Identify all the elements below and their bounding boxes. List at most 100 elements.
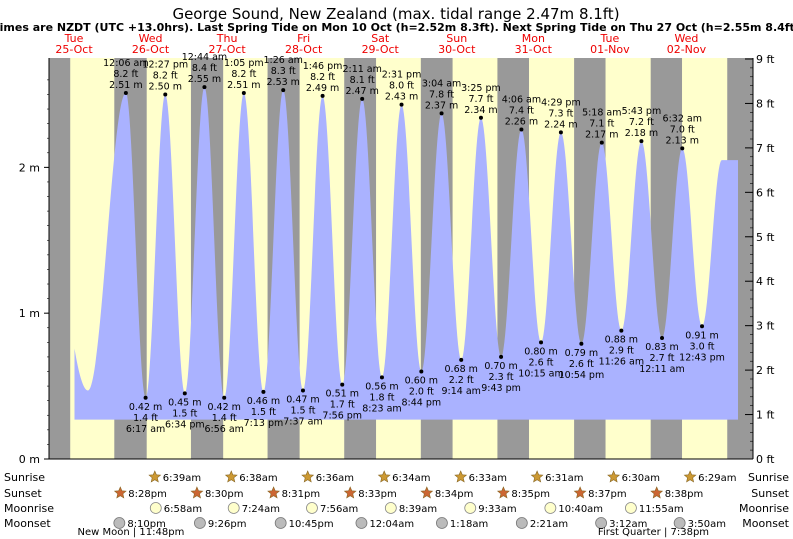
right-tick-label: 5 ft <box>756 231 775 244</box>
high-tide-marker <box>399 102 404 107</box>
moonrise-icon <box>149 502 162 514</box>
moonrise-time: 7:56am <box>320 504 358 515</box>
high-tide-time: 3:25 pm <box>461 83 501 94</box>
right-tick-label: 6 ft <box>756 186 775 199</box>
high-tide-time: 3:04 am <box>422 78 461 89</box>
high-tide-time: 12:27 pm <box>142 59 188 70</box>
high-tide-marker <box>241 90 246 95</box>
low-tide-time: 8:23 am <box>362 403 401 414</box>
sunrise-time: 6:30am <box>622 473 660 484</box>
astro-row-label-right: Sunrise <box>748 471 789 484</box>
high-tide-time: 1:26 am <box>264 55 303 66</box>
sunset-icon <box>267 486 281 499</box>
high-tide-ft: 7.8 ft <box>429 89 454 100</box>
low-tide-time: 8:44 pm <box>402 398 442 409</box>
low-tide-marker <box>143 395 148 400</box>
high-tide-ft: 8.2 ft <box>310 72 335 83</box>
low-tide-time: 10:15 am <box>518 368 563 379</box>
astro-row-label-right: Sunset <box>751 487 789 500</box>
low-tide-marker <box>340 382 345 387</box>
sunset-time: 8:35pm <box>511 489 550 500</box>
moonset-icon <box>194 517 206 529</box>
sunrise-time: 6:38am <box>239 473 277 484</box>
low-tide-m: 0.51 m <box>326 389 359 400</box>
moonrise-icon <box>306 502 318 514</box>
high-tide-m: 2.50 m <box>149 81 182 92</box>
sunrise-icon <box>607 470 621 483</box>
sunrise-icon <box>530 470 544 483</box>
moonrise-time: 8:39am <box>399 504 437 515</box>
sunrise-icon <box>377 470 391 483</box>
date-header: Tue25-OctWed26-OctThu27-OctFri28-OctSat2… <box>55 32 706 56</box>
low-tide-ft: 2.9 ft <box>609 346 634 357</box>
right-tick-label: 4 ft <box>756 275 775 288</box>
low-tide-ft: 2.2 ft <box>449 375 474 386</box>
high-tide-ft: 8.2 ft <box>231 69 256 80</box>
day-date: 29-Oct <box>362 43 400 56</box>
day-date: 25-Oct <box>55 43 93 56</box>
day-name: Sat <box>371 32 390 45</box>
right-tick-label: 2 ft <box>756 364 775 377</box>
high-tide-time: 1:46 pm <box>303 61 343 72</box>
low-tide-time: 6:56 am <box>204 424 243 435</box>
moonset-time: 3:50am <box>688 519 726 530</box>
astro-row-label-left: Moonrise <box>4 502 54 515</box>
day-date: 01-Nov <box>590 43 630 56</box>
high-tide-marker <box>123 90 128 95</box>
astro-row-label-right: Moonset <box>742 517 789 530</box>
low-tide-m: 0.91 m <box>685 330 718 341</box>
moonrise-time: 10:40am <box>558 504 603 515</box>
day-date: 02-Nov <box>667 43 707 56</box>
tide-curve <box>74 87 738 420</box>
right-tick-label: 0 ft <box>756 453 775 466</box>
high-tide-time: 5:43 pm <box>622 106 662 117</box>
sunrise-time: 6:34am <box>392 473 430 484</box>
sunrise-time: 6:36am <box>316 473 354 484</box>
day-name: Fri <box>297 32 310 45</box>
chart-subtitle: Times are NZDT (UTC +13.0hrs). Last Spri… <box>0 21 793 34</box>
high-tide-ft: 7.0 ft <box>670 124 695 135</box>
moonset-time: 10:45pm <box>289 519 334 530</box>
sunset-icon <box>650 486 664 499</box>
high-tide-marker <box>639 139 644 144</box>
low-tide-ft: 2.3 ft <box>489 372 514 383</box>
right-axis-panel <box>738 58 753 459</box>
chart-title: George Sound, New Zealand (max. tidal ra… <box>172 5 619 23</box>
high-tide-marker <box>320 93 325 98</box>
tide-area <box>74 87 738 420</box>
sunset-time: 8:31pm <box>282 489 321 500</box>
day-date: 28-Oct <box>285 43 323 56</box>
right-tick-label: 8 ft <box>756 97 775 110</box>
high-tide-ft: 7.2 ft <box>629 117 654 128</box>
sunset-icon <box>420 486 434 499</box>
high-tide-marker <box>519 127 524 132</box>
high-tide-ft: 8.1 ft <box>350 75 375 86</box>
day-name: Tue <box>599 32 619 45</box>
low-tide-m: 0.79 m <box>565 348 598 359</box>
high-tide-m: 2.13 m <box>666 135 699 146</box>
moon-phase-label: First Quarter | 7:38pm <box>598 527 709 538</box>
low-tide-marker <box>619 328 624 333</box>
sunrise-icon <box>148 470 162 483</box>
moonset-icon <box>673 517 686 529</box>
sunrise-time: 6:29am <box>698 473 736 484</box>
moonset-time: 12:04am <box>369 519 414 530</box>
moonrise-icon <box>227 502 240 514</box>
low-tide-ft: 1.8 ft <box>369 392 394 403</box>
left-tick-label: 2 m <box>19 161 40 174</box>
high-tide-m: 2.37 m <box>425 100 458 111</box>
high-tide-marker <box>439 111 444 116</box>
sunset-time: 8:30pm <box>205 489 244 500</box>
high-tide-time: 2:11 am <box>342 64 381 75</box>
moonset-icon <box>436 517 448 529</box>
sunset-time: 8:28pm <box>128 489 167 500</box>
day-name: Wed <box>674 32 698 45</box>
tide-labels: 12:06 am8.2 ft2.51 m12:27 pm8.2 ft2.50 m… <box>103 52 725 435</box>
high-tide-m: 2.53 m <box>267 77 300 88</box>
low-tide-m: 0.88 m <box>605 335 638 346</box>
low-tide-time: 6:17 am <box>126 424 165 435</box>
moonrise-icon <box>544 502 557 514</box>
moonrise-icon <box>384 502 397 514</box>
sunset-time: 8:33pm <box>358 489 397 500</box>
